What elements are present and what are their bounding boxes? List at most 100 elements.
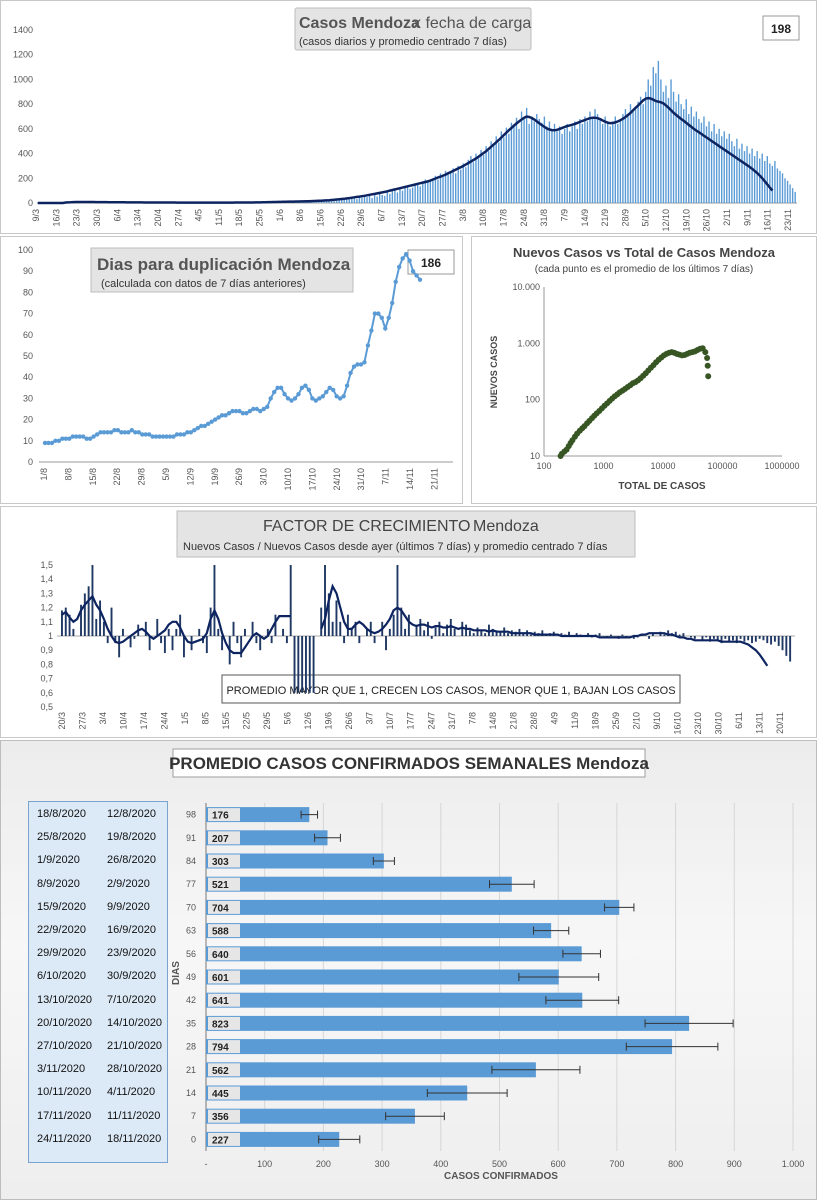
data-point	[46, 440, 51, 446]
date-from: 18/11/2020	[107, 1132, 162, 1145]
bar	[232, 621, 235, 636]
x-tick-label: 30/10	[713, 712, 723, 735]
date-range-row: 15/9/2020 9/9/2020	[29, 896, 169, 918]
x-tick-label: 11/5	[214, 209, 224, 226]
date-range-row: 25/8/2020 19/8/2020	[29, 826, 169, 848]
bar	[546, 126, 548, 203]
y-tick-label: 0	[28, 457, 33, 467]
date-from: 30/9/2020	[107, 970, 156, 983]
bar	[499, 631, 502, 636]
bar	[693, 636, 696, 639]
bar	[529, 634, 532, 636]
date-to: 29/9/2020	[37, 947, 86, 960]
bar	[343, 198, 345, 203]
bar	[480, 630, 483, 636]
bar	[493, 144, 495, 203]
data-point	[230, 408, 235, 414]
bar	[462, 163, 464, 203]
data-point	[337, 396, 343, 401]
x-tick-label: 2/11	[722, 209, 732, 226]
x-tick-label: 14/11	[405, 468, 415, 490]
bar	[781, 636, 784, 651]
data-point	[87, 436, 93, 441]
bar	[427, 621, 429, 636]
x-tick-label: 7/8	[467, 712, 477, 725]
value-label: 356	[212, 1112, 229, 1123]
x-tick-label: 300	[375, 1159, 390, 1169]
y-tick-label: 10.000	[512, 282, 540, 292]
date-range-row: 17/11/2020 11/11/2020	[29, 1105, 169, 1127]
data-point	[140, 432, 145, 437]
date-to: 24/11/2020	[37, 1132, 92, 1145]
value-label: 176	[212, 811, 229, 822]
data-point	[320, 394, 325, 399]
bar	[87, 586, 90, 636]
bar	[705, 126, 708, 203]
x-tick-label: 23/11	[783, 209, 793, 231]
y-tick-label: 600	[18, 124, 33, 134]
bar	[739, 636, 742, 639]
data-point	[407, 258, 412, 263]
data-point	[261, 406, 266, 412]
chart-casos-diarios: Casos Mendoza x fecha de carga (casos di…	[13, 7, 800, 232]
value-label-box	[208, 1086, 240, 1100]
bar	[607, 121, 609, 203]
data-point	[306, 387, 312, 393]
bar	[525, 107, 528, 203]
bar	[536, 114, 538, 203]
bar	[423, 630, 426, 636]
bar	[528, 123, 530, 203]
data-point	[704, 362, 711, 369]
chart-title: FACTOR DE CRECIMIENTO	[263, 518, 470, 535]
value-label-box	[208, 1040, 240, 1054]
bar	[551, 128, 553, 203]
y-tick-label: 98	[186, 810, 196, 820]
x-tick-label: 400	[433, 1159, 448, 1169]
x-tick-label: 600	[551, 1159, 566, 1169]
data-point	[369, 328, 374, 333]
x-tick-label: 3/10	[259, 468, 269, 486]
bar	[773, 636, 776, 642]
date-to: 15/9/2020	[37, 900, 86, 913]
data-point	[178, 432, 183, 437]
bar	[338, 198, 340, 203]
bar	[293, 636, 296, 693]
bar	[487, 151, 490, 203]
bar	[305, 636, 307, 693]
value-label: 794	[212, 1043, 229, 1054]
bar	[510, 122, 513, 203]
data-point	[174, 432, 180, 437]
data-point	[94, 432, 100, 437]
bar	[701, 636, 704, 641]
bar	[609, 126, 611, 203]
data-point	[265, 404, 270, 410]
bar	[591, 116, 594, 203]
chart-subtitle: (cada punto es el promedio de los último…	[535, 264, 753, 275]
bar	[632, 636, 635, 639]
bar	[574, 121, 576, 203]
x-tick-label: 8/8	[63, 468, 73, 481]
bar	[206, 1062, 536, 1078]
bar	[348, 199, 350, 203]
x-tick-label: 1.000	[782, 1159, 805, 1169]
bar	[759, 158, 761, 203]
x-tick-label: 26/9	[234, 468, 244, 486]
date-range-row: 27/10/2020 21/10/2020	[29, 1035, 169, 1057]
data-point	[105, 430, 110, 435]
date-from: 4/11/2020	[107, 1086, 156, 1099]
bar	[373, 194, 376, 203]
bar	[389, 193, 391, 203]
bar	[560, 633, 563, 636]
chart-title-rest: x fecha de carga	[413, 15, 531, 32]
date-range-row: 18/8/2020 12/8/2020	[29, 803, 169, 825]
bar	[513, 126, 515, 203]
bar	[777, 636, 780, 646]
bar	[480, 149, 482, 203]
x-tick-label: 12/9	[185, 468, 195, 486]
bar	[617, 123, 619, 203]
x-tick-label: 29/6	[356, 209, 366, 227]
y-tick-label: 91	[186, 833, 196, 843]
panel-duplicacion: Dias para duplicación Mendoza (calculada…	[0, 236, 463, 504]
data-point	[195, 425, 200, 431]
y-tick-label: 40	[23, 372, 33, 382]
